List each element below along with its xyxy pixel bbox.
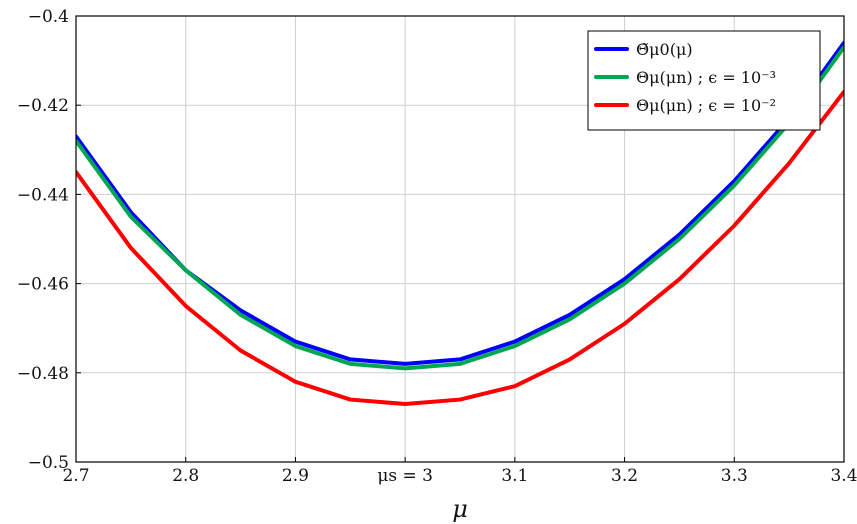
- series-line-2: [76, 45, 844, 371]
- legend-label-1: Θ̃μ0(μ): [636, 40, 693, 59]
- x-tick-label: 3.1: [501, 466, 528, 486]
- x-tick-label: 3.2: [611, 466, 638, 486]
- x-tick-label: 2.7: [62, 466, 89, 486]
- legend-label-2: Θμ(μn) ; ϵ = 10⁻³: [636, 68, 776, 87]
- series-layer: [76, 40, 844, 407]
- plot-frame: [75, 15, 845, 463]
- legend: Θ̃μ0(μ) Θμ(μn) ; ϵ = 10⁻³ Θμ(μn) ; ϵ = 10⁻…: [587, 30, 821, 131]
- y-tick-label: −0.44: [17, 185, 69, 205]
- legend-label-3: Θμ(μn) ; ϵ = 10⁻²: [636, 96, 776, 115]
- y-tick-label: −0.48: [17, 364, 69, 384]
- y-tick-label: −0.42: [17, 96, 69, 116]
- x-tick-label: μs = 3: [377, 466, 433, 486]
- x-axis-label: μ: [452, 495, 468, 523]
- legend-items: Θ̃μ0(μ) Θμ(μn) ; ϵ = 10⁻³ Θμ(μn) ; ϵ = 10⁻…: [594, 40, 776, 115]
- y-tick-label: −0.5: [28, 453, 69, 473]
- y-tick-label: −0.4: [28, 7, 69, 27]
- x-tick-label: 2.9: [282, 466, 309, 486]
- x-tick-label: 3.3: [721, 466, 748, 486]
- y-tick-label: −0.46: [17, 275, 69, 295]
- x-tick-label: 2.8: [172, 466, 199, 486]
- x-tick-label: 3.4: [830, 466, 857, 486]
- series-line-3: [76, 89, 844, 407]
- y-ticks: −0.5 −0.48 −0.46 −0.44 −0.42 −0.4: [17, 7, 81, 473]
- x-ticks: 2.7 2.8 2.9 μs = 3 3.1 3.2 3.3 3.4: [62, 457, 857, 486]
